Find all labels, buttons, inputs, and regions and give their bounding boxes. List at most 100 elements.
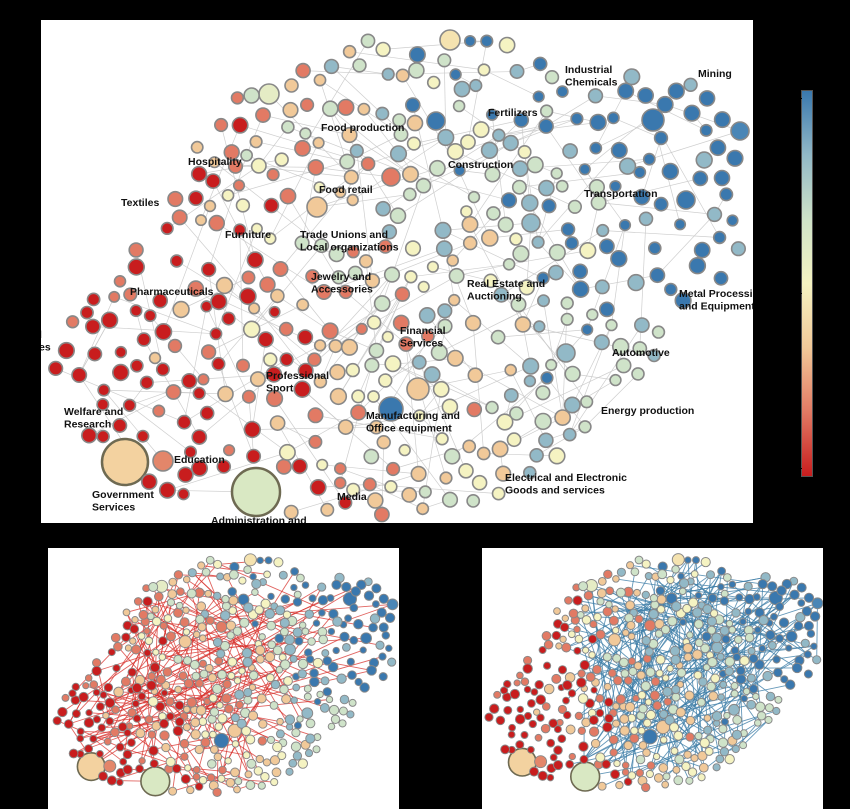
network-node xyxy=(649,593,659,603)
network-node xyxy=(325,695,334,704)
network-node xyxy=(312,619,321,627)
network-node xyxy=(167,190,184,208)
network-node xyxy=(103,759,117,773)
network-node xyxy=(360,33,376,49)
label-government: Government Services xyxy=(92,489,154,514)
network-node xyxy=(158,636,168,646)
network-node xyxy=(212,683,223,694)
network-node xyxy=(496,413,514,431)
network-node xyxy=(331,579,342,590)
network-node xyxy=(306,196,328,218)
network-edge xyxy=(405,344,419,474)
network-node xyxy=(484,712,494,722)
network-node xyxy=(579,659,590,671)
network-node xyxy=(201,730,210,739)
network-node xyxy=(710,673,721,684)
network-node xyxy=(582,646,590,654)
network-node xyxy=(612,702,620,710)
network-node xyxy=(706,681,716,692)
network-node xyxy=(574,711,584,721)
network-node xyxy=(346,245,360,259)
colorbar-tick-top xyxy=(795,98,802,99)
network-node xyxy=(602,652,612,662)
network-node xyxy=(464,35,477,48)
network-node xyxy=(556,85,569,98)
network-node xyxy=(339,153,356,170)
network-node xyxy=(661,780,670,789)
network-node xyxy=(573,646,582,655)
node-group xyxy=(52,553,399,797)
network-node xyxy=(603,569,613,579)
network-node xyxy=(697,773,706,782)
network-node xyxy=(144,715,154,724)
network-node xyxy=(730,689,739,698)
network-node xyxy=(183,678,194,689)
network-node xyxy=(666,575,675,585)
network-node xyxy=(71,682,80,692)
network-node xyxy=(338,495,353,510)
network-node xyxy=(617,82,635,100)
network-node xyxy=(773,667,783,678)
network-node xyxy=(152,450,174,472)
network-node xyxy=(430,343,448,362)
network-node xyxy=(320,676,330,686)
network-node xyxy=(673,730,684,741)
network-node xyxy=(238,576,247,585)
network-node xyxy=(52,716,62,726)
network-node xyxy=(80,427,98,444)
network-node xyxy=(726,214,739,227)
blue-edge xyxy=(623,662,668,693)
network-node xyxy=(408,46,426,64)
network-node xyxy=(231,116,249,134)
network-node xyxy=(651,325,666,339)
network-node xyxy=(208,693,218,703)
network-node xyxy=(632,341,648,356)
network-edge xyxy=(520,120,531,204)
network-node xyxy=(645,709,656,721)
network-node xyxy=(653,773,664,783)
network-node xyxy=(772,655,781,664)
network-node xyxy=(627,632,636,641)
network-node xyxy=(618,219,632,232)
network-node xyxy=(555,179,569,193)
network-node xyxy=(280,594,290,604)
label-hospitality: Hospitality xyxy=(188,156,242,168)
network-node xyxy=(589,113,607,132)
network-node xyxy=(301,581,310,589)
blue-edge xyxy=(638,559,750,631)
network-node xyxy=(462,235,478,251)
network-node xyxy=(250,157,267,174)
network-node xyxy=(698,90,716,107)
network-node xyxy=(604,713,614,724)
network-node xyxy=(589,620,598,629)
red-edge xyxy=(200,652,309,711)
network-node xyxy=(381,631,390,640)
network-node xyxy=(347,265,363,281)
network-node xyxy=(131,616,139,624)
label-industrial-chemicals: Industrial Chemicals xyxy=(565,64,618,89)
network-node xyxy=(320,502,335,517)
network-node xyxy=(104,697,116,709)
network-node xyxy=(314,238,330,254)
color-scale-bar xyxy=(801,90,813,477)
network-node xyxy=(366,665,377,676)
network-node xyxy=(706,570,715,580)
network-node xyxy=(596,223,610,238)
label-metal-processing: Metal Processingand Equipment xyxy=(679,288,753,313)
network-node xyxy=(719,187,734,202)
network-node xyxy=(507,730,516,739)
network-node xyxy=(579,242,597,260)
network-node xyxy=(113,686,124,698)
network-node xyxy=(656,605,666,614)
network-edge xyxy=(277,295,331,332)
red-edges-network-panel xyxy=(48,548,399,809)
network-node xyxy=(259,276,276,293)
network-node xyxy=(304,609,314,619)
network-node xyxy=(127,667,137,677)
network-node xyxy=(608,734,619,745)
network-edge xyxy=(381,185,424,304)
network-node xyxy=(191,671,201,681)
network-edge xyxy=(367,137,446,165)
network-node xyxy=(536,713,545,722)
network-node xyxy=(180,752,189,761)
